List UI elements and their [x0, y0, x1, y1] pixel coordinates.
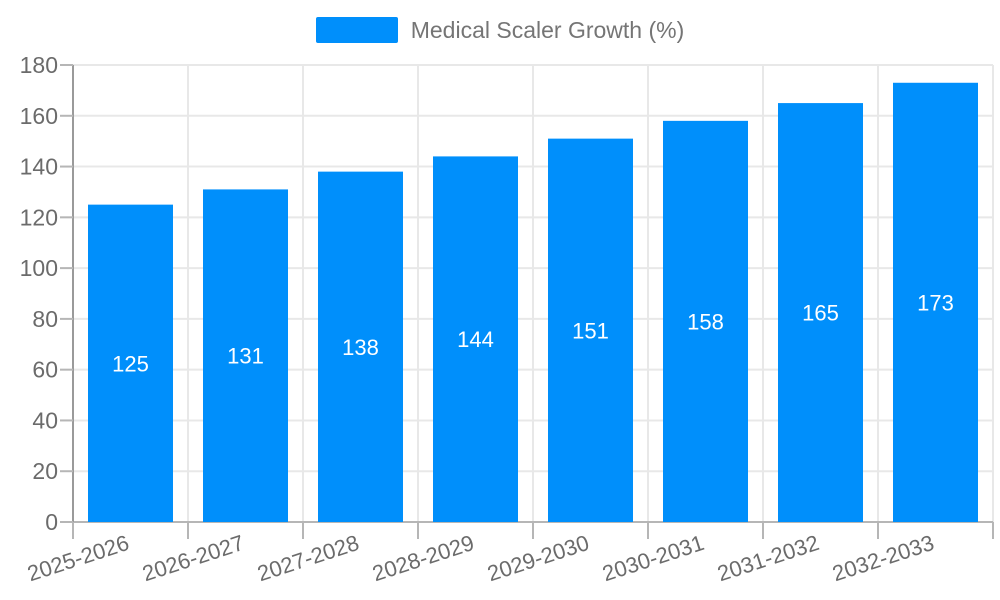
x-axis-label: 2027-2028	[254, 530, 362, 586]
y-axis-label: 180	[20, 52, 58, 78]
bar[interactable]	[548, 138, 633, 522]
bar[interactable]	[318, 171, 403, 522]
bar-value-label: 173	[917, 290, 954, 315]
x-axis-label: 2025-2026	[24, 530, 132, 586]
bar-value-label: 151	[572, 318, 609, 343]
bar[interactable]	[893, 82, 978, 523]
y-axis-label: 140	[20, 154, 58, 180]
bar[interactable]	[203, 189, 288, 522]
bar-value-label: 144	[457, 327, 494, 352]
x-axis-label: 2026-2027	[139, 530, 247, 586]
bar-value-label: 138	[342, 335, 379, 360]
legend-item[interactable]: Medical Scaler Growth (%)	[0, 17, 1000, 43]
bar[interactable]	[88, 204, 173, 522]
bar[interactable]	[433, 156, 518, 522]
bar-value-label: 131	[227, 344, 264, 369]
bar-value-label: 125	[112, 351, 149, 376]
legend-label: Medical Scaler Growth (%)	[410, 16, 685, 43]
y-axis-label: 20	[32, 458, 58, 484]
y-axis-label: 80	[32, 306, 58, 332]
legend-marker-icon	[315, 17, 398, 43]
bar[interactable]	[778, 103, 863, 522]
bar-value-label: 165	[802, 301, 839, 326]
x-axis-label: 2029-2030	[484, 530, 592, 586]
x-axis-label: 2028-2029	[369, 530, 477, 586]
x-axis-label: 2030-2031	[599, 530, 707, 586]
bar[interactable]	[663, 120, 748, 522]
y-axis-label: 40	[32, 407, 58, 433]
y-axis-label: 100	[20, 255, 58, 281]
bar-value-label: 158	[687, 309, 724, 334]
y-axis-label: 160	[20, 103, 58, 129]
x-axis-label: 2031-2032	[714, 530, 822, 586]
y-axis-label: 120	[20, 204, 58, 230]
y-axis-label: 60	[32, 357, 58, 383]
y-axis-label: 0	[45, 509, 58, 535]
x-axis-label: 2032-2033	[829, 530, 937, 586]
